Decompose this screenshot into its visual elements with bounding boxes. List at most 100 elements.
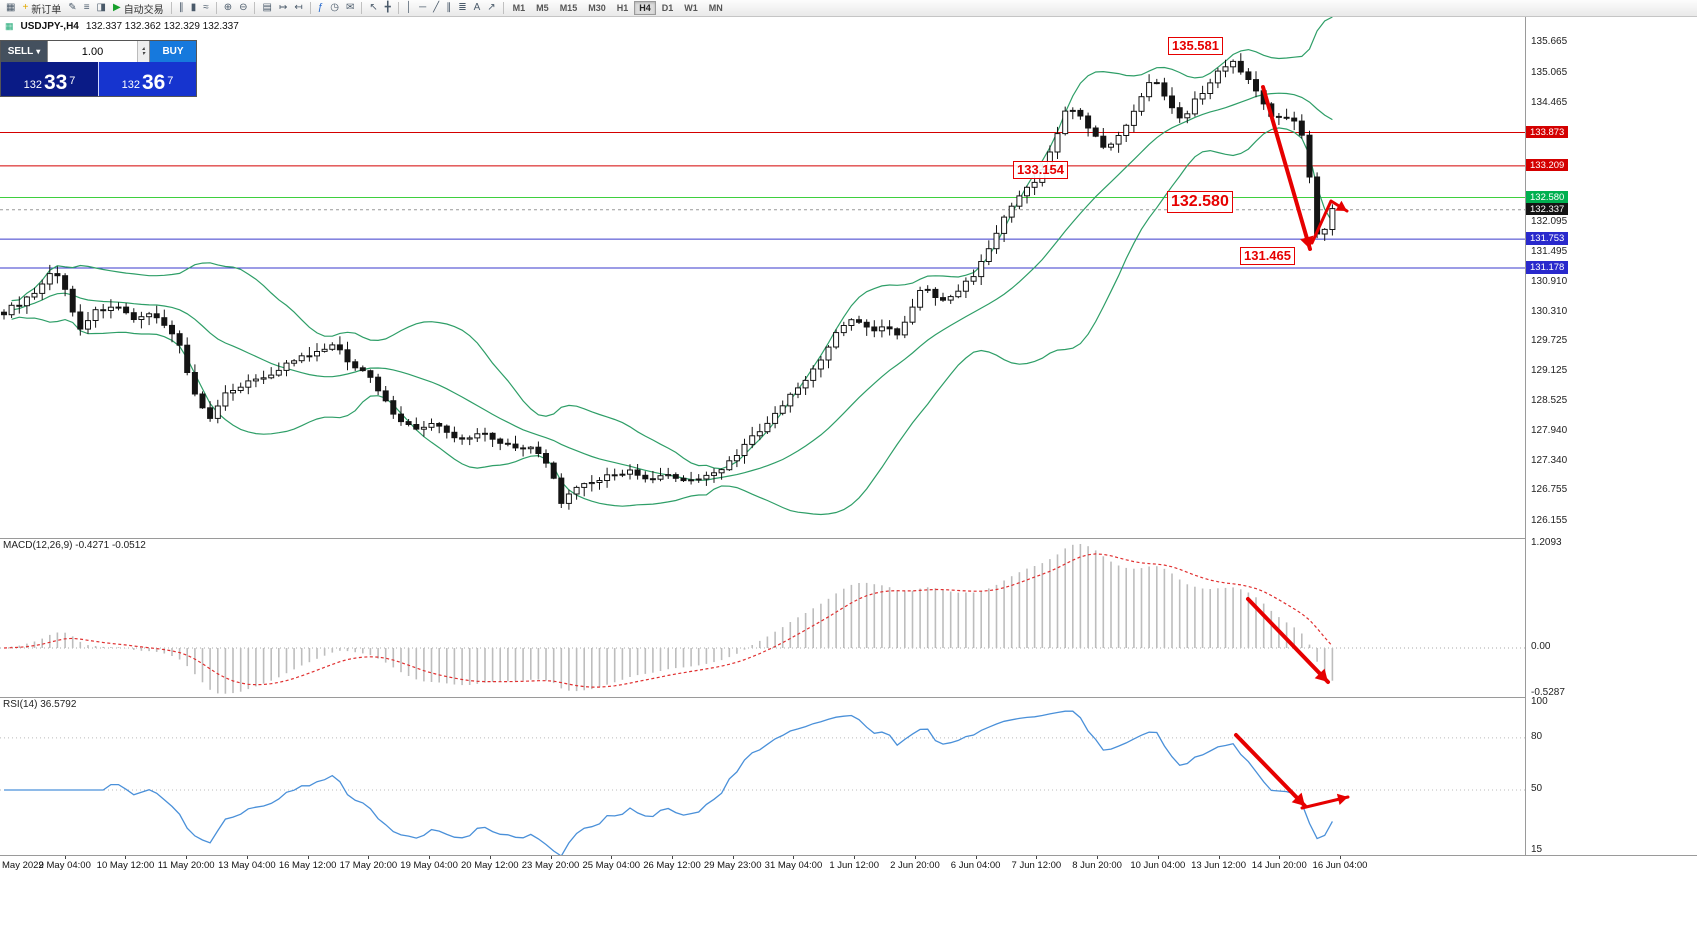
time-axis[interactable]: May 2022 9 May 04:00 10 May 12:00 11 May 20… bbox=[0, 855, 1697, 876]
time-axis-label: May 2022 bbox=[2, 860, 44, 871]
chevron-down-icon: ▾ bbox=[36, 47, 41, 56]
scale-label: 131.495 bbox=[1531, 246, 1568, 258]
scale-label: 135.665 bbox=[1531, 36, 1568, 48]
time-tick bbox=[125, 856, 127, 859]
timeframe-m30-button[interactable]: M30 bbox=[588, 3, 606, 13]
timeframe-d1-button[interactable]: D1 bbox=[661, 3, 674, 13]
buy-price[interactable]: 132 36 7 bbox=[99, 62, 196, 96]
trendline-tool-button[interactable]: ╱ bbox=[430, 1, 442, 16]
autotrading-icon: ▶ bbox=[112, 2, 121, 13]
time-tick bbox=[246, 856, 248, 859]
navigator-button[interactable]: ◨ bbox=[94, 1, 109, 16]
time-axis-label: 9 May 04:00 bbox=[38, 860, 91, 871]
market-watch-button[interactable]: ≡ bbox=[81, 1, 93, 16]
horizontal-line-tool-button[interactable]: ─ bbox=[416, 1, 429, 16]
scale-label: 134.465 bbox=[1531, 96, 1568, 108]
scale-label: 100 bbox=[1531, 696, 1548, 708]
stepper-down-icon[interactable]: ▾ bbox=[141, 50, 145, 57]
tile-windows-icon: ▤ bbox=[262, 2, 272, 13]
time-tick bbox=[1279, 856, 1281, 859]
rsi-pane[interactable] bbox=[0, 697, 1525, 856]
buy-button[interactable]: BUY bbox=[150, 41, 196, 62]
toolbar-separator bbox=[215, 2, 217, 14]
scale-label: 50 bbox=[1531, 783, 1543, 795]
macd-pane[interactable] bbox=[0, 538, 1525, 698]
new-email-icon: ✉ bbox=[346, 2, 355, 13]
symbol-title: USDJPY-,H4 bbox=[20, 21, 79, 32]
timeframe-m5-button[interactable]: M5 bbox=[536, 3, 549, 13]
scale-label: -0.5287 bbox=[1531, 686, 1565, 698]
volume-stepper[interactable]: ▴ ▾ bbox=[137, 41, 149, 62]
candlestick-mode-icon: ▮ bbox=[190, 2, 197, 13]
chart-shift-button[interactable]: ↤ bbox=[291, 1, 305, 16]
timeframe-h4-button[interactable]: H4 bbox=[634, 1, 656, 15]
zoom-out-button[interactable]: ⊖ bbox=[236, 1, 250, 16]
metaeditor-button[interactable]: ✎ bbox=[65, 1, 79, 16]
scale-label: 129.725 bbox=[1531, 335, 1568, 347]
crosshair-button[interactable]: ╋ bbox=[382, 1, 394, 16]
arrows-tool-button[interactable]: ↗ bbox=[484, 1, 498, 16]
scale-label: 132.095 bbox=[1531, 215, 1568, 227]
text-tool-button[interactable]: A bbox=[471, 1, 484, 16]
new-chart-button[interactable]: ▦ bbox=[3, 1, 18, 16]
period-selector-button[interactable]: ◷ bbox=[327, 1, 342, 16]
timeframe-m1-button[interactable]: M1 bbox=[512, 3, 526, 13]
symbol-info-line: ▦ USDJPY-,H4 132.337 132.362 132.329 132… bbox=[5, 21, 239, 32]
auto-scroll-button[interactable]: ↦ bbox=[276, 1, 290, 16]
ohlc-readout: 132.337 132.362 132.329 132.337 bbox=[85, 21, 239, 32]
timeframe-h1-button[interactable]: H1 bbox=[616, 3, 629, 13]
time-tick bbox=[186, 856, 188, 859]
market-watch-icon: ≡ bbox=[83, 2, 90, 13]
price-badge: 132.580 bbox=[1526, 190, 1569, 204]
zoom-in-button[interactable]: ⊕ bbox=[221, 1, 235, 16]
text-tool-icon: A bbox=[473, 2, 481, 13]
macd-plot[interactable] bbox=[0, 539, 1525, 698]
toolbar-separator bbox=[309, 2, 311, 14]
cursor-icon: ↖ bbox=[369, 2, 378, 13]
symbol-chart-icon: ▦ bbox=[5, 21, 14, 31]
tile-windows-button[interactable]: ▤ bbox=[259, 1, 274, 16]
bar-chart-mode-icon: ∥ bbox=[178, 2, 184, 13]
bar-chart-mode-button[interactable]: ∥ bbox=[176, 1, 187, 16]
rsi-plot[interactable] bbox=[0, 698, 1525, 856]
time-tick bbox=[732, 856, 734, 859]
indicators-button[interactable]: ƒ bbox=[315, 1, 327, 16]
fibonacci-tool-button[interactable]: ≣ bbox=[455, 1, 469, 16]
stepper-up-icon[interactable]: ▴ bbox=[141, 45, 145, 52]
metaeditor-icon: ✎ bbox=[68, 2, 77, 13]
macd-scale[interactable]: 1.2093 0.00 -0.5287 bbox=[1526, 537, 1696, 698]
autotrading-button[interactable]: ▶ 自动交易 bbox=[110, 1, 167, 16]
timeframe-m15-button[interactable]: M15 bbox=[559, 3, 578, 13]
candlestick-mode-button[interactable]: ▮ bbox=[188, 1, 200, 16]
toolbar-separator bbox=[397, 2, 399, 14]
line-chart-mode-button[interactable]: ≈ bbox=[200, 1, 212, 16]
time-tick bbox=[914, 856, 916, 859]
sell-price[interactable]: 132 33 7 bbox=[1, 62, 99, 96]
cursor-button[interactable]: ↖ bbox=[366, 1, 380, 16]
volume-input[interactable] bbox=[48, 41, 137, 62]
main-chart-plot[interactable] bbox=[0, 17, 1525, 538]
timeframe-w1-button[interactable]: W1 bbox=[684, 3, 698, 13]
time-tick bbox=[854, 856, 856, 859]
sell-button[interactable]: SELL ▾ bbox=[1, 41, 47, 62]
rsi-scale[interactable]: 100 80 50 15 bbox=[1526, 696, 1696, 855]
time-axis-label: 17 May 20:00 bbox=[339, 860, 398, 871]
time-axis-label: 13 May 04:00 bbox=[218, 860, 276, 871]
buy-price-pip: 7 bbox=[167, 74, 174, 87]
new-email-button[interactable]: ✉ bbox=[343, 1, 357, 16]
time-axis-label: 25 May 04:00 bbox=[582, 860, 641, 871]
sell-price-big: 33 bbox=[43, 71, 68, 94]
time-tick bbox=[1157, 856, 1159, 859]
new-order-button[interactable]: + 新订单 bbox=[19, 1, 64, 16]
sell-button-label: SELL bbox=[7, 46, 34, 57]
scale-label: 130.910 bbox=[1531, 275, 1568, 287]
vertical-line-tool-button[interactable]: │ bbox=[403, 1, 415, 16]
zoom-in-icon: ⊕ bbox=[223, 2, 233, 13]
main-price-scale[interactable]: 135.665 135.065 134.465 132.095 131.495 130.9… bbox=[1526, 17, 1696, 538]
main-chart-pane[interactable]: 135.581 133.154 132.580 131.465 bbox=[0, 17, 1525, 538]
channel-tool-button[interactable]: ∥ bbox=[443, 1, 454, 16]
timeframe-mn-button[interactable]: MN bbox=[708, 3, 723, 13]
time-axis-label: 8 Jun 20:00 bbox=[1072, 860, 1122, 871]
time-axis-label: 2 Jun 20:00 bbox=[890, 860, 940, 871]
auto-scroll-icon: ↦ bbox=[278, 2, 288, 13]
